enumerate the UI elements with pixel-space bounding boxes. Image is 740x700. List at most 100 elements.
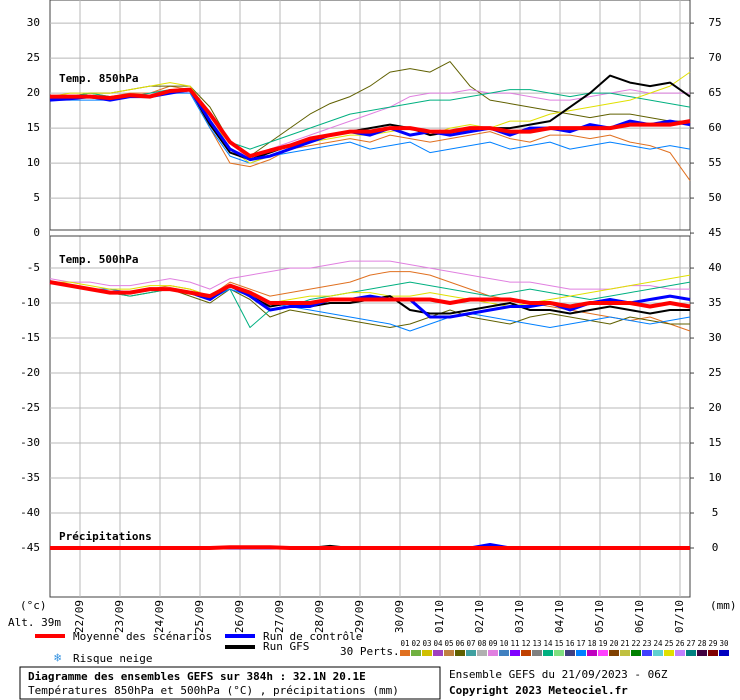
y2-tick-label: 5 [712,506,719,519]
pert-swatch [411,650,421,656]
x-tick-label: 07/10 [673,600,686,633]
copyright: Copyright 2023 Meteociel.fr [449,684,628,697]
y2-tick-label: 35 [708,296,721,309]
series-line [50,545,690,550]
y-tick-label: 25 [27,51,40,64]
pert-label: 01 [400,639,409,648]
panel-label: Temp. 500hPa [59,253,138,266]
altitude: Alt. 39m [8,616,61,629]
y-tick-label: 0 [33,226,40,239]
pert-label: 08 [477,639,487,648]
x-tick-label: 04/10 [553,600,566,633]
series-line [49,280,691,309]
pert-label: 24 [653,639,663,648]
y-tick-label: 20 [27,86,40,99]
pert-label: 25 [664,639,673,648]
x-tick-label: 28/09 [313,600,326,633]
pert-swatch [631,650,641,656]
pert-label: 12 [521,639,530,648]
pert-label: 23 [642,639,651,648]
x-tick-label: 29/09 [353,600,366,633]
title: Diagramme des ensembles GEFS sur 384h : … [28,670,366,683]
x-tick-label: 26/09 [233,600,246,633]
x-tick-label: 02/10 [473,600,486,633]
y-tick-label: -20 [20,366,40,379]
pert-label: 10 [499,639,509,648]
pert-label: 18 [587,639,597,648]
grid [50,0,690,597]
pert-label: 29 [708,639,717,648]
x-tick-label: 23/09 [113,600,126,633]
series-line [50,89,691,150]
pert-label: 21 [620,639,629,648]
pert-label: 19 [598,639,607,648]
pert-swatch [400,650,410,656]
series-line [50,87,691,159]
pert-label: 15 [554,639,563,648]
y2-tick-label: 75 [708,16,721,29]
pert-swatch [576,650,586,656]
pert-swatch [664,650,674,656]
y2-tick-label: 60 [708,121,721,134]
x-tick-label: 06/10 [633,600,646,633]
y-tick-label: -5 [27,261,40,274]
pert-label: 28 [697,639,707,648]
pert-label: 20 [609,639,619,648]
y2-tick-label: 30 [708,331,721,344]
y2-tick-label: 45 [708,226,721,239]
y2-tick-label: 55 [708,156,721,169]
pert-swatch [422,650,432,656]
panel-label: Temp. 850hPa [59,72,138,85]
y2-axis-label: (mm) [710,599,737,612]
series-line [50,85,691,181]
y-tick-label: -25 [20,401,40,414]
series-line [49,260,690,290]
pert-label: 09 [488,639,497,648]
y-tick-label: 10 [27,156,40,169]
pert-swatch [499,650,509,656]
series-line [49,281,691,328]
legend-label: Run de contrôle [263,630,362,643]
perts-legend: 01 02 03 04 05 06 07 08 09 10 11 12 13 14 15 16 17 18 19 20… [400,639,729,656]
info-box [19,666,441,700]
pert-label: 26 [675,639,685,648]
pert-label: 03 [422,639,431,648]
pert-swatch [598,650,608,656]
x-tick-label: 30/09 [393,600,406,633]
y-axis-label: (°c) [20,599,47,612]
pert-label: 04 [433,639,443,648]
perts-label: 30 Perts. [340,645,400,658]
pert-swatch [521,650,531,656]
pert-swatch [510,650,520,656]
pert-swatch [543,650,553,656]
pert-label: 05 [444,639,453,648]
x-tick-label: 01/10 [433,600,446,633]
lines [49,61,691,550]
x-tick-label: 05/10 [593,600,606,633]
pert-swatch [488,650,498,656]
pert-label: 14 [543,639,553,648]
pert-swatch [653,650,663,656]
pert-label: 07 [466,639,475,648]
panel-separator [50,230,690,236]
pert-swatch [708,650,718,656]
y-tick-label: 15 [27,121,40,134]
pert-label: 02 [411,639,420,648]
y-tick-label: -35 [20,471,40,484]
y2-tick-label: 10 [708,471,721,484]
pert-swatch [675,650,685,656]
pert-label: 17 [576,639,585,648]
legend-label: Run GFS [263,640,309,653]
series-line [50,61,690,157]
y-tick-label: 5 [33,191,40,204]
x-tick-label: 22/09 [73,600,86,633]
pert-swatch [455,650,465,656]
series-line [50,274,691,307]
y2-tick-label: 15 [708,436,721,449]
pert-label: 30 [719,639,729,648]
y2-tick-label: 70 [708,51,721,64]
y-tick-label: -45 [20,541,40,554]
pert-label: 13 [532,639,541,648]
x-tick-label: 27/09 [273,600,286,633]
pert-swatch [609,650,619,656]
